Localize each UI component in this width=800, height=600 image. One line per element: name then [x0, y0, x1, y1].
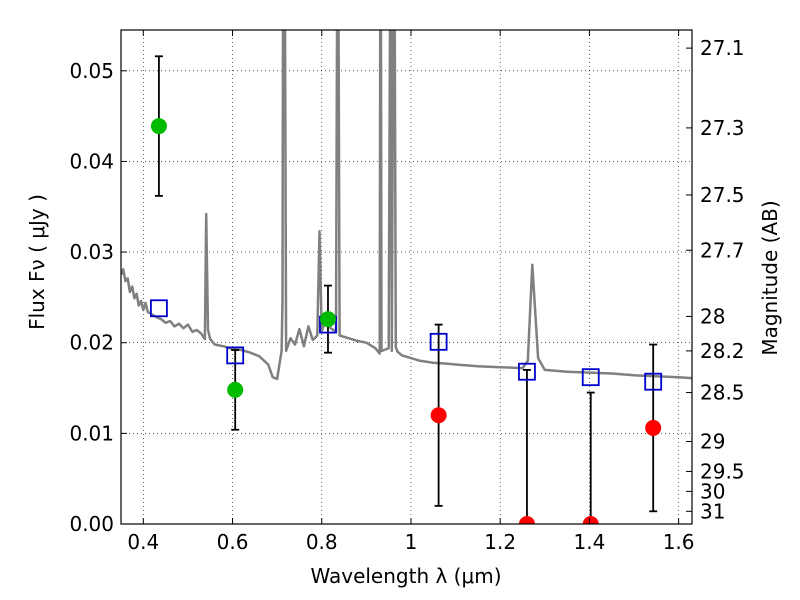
observed-detection-point [227, 381, 244, 398]
y-tick-label: 0.00 [69, 512, 114, 536]
model-photometry-point [429, 332, 448, 351]
observed-limit-point [518, 516, 535, 524]
plot-area [121, 30, 692, 524]
x-tick-label: 0.8 [306, 530, 338, 554]
observed-limit-point [645, 419, 662, 436]
right-tick-label: 27.5 [700, 183, 745, 207]
right-tick-label: 28.5 [700, 381, 745, 405]
axis-ticks: 0.4 0.6 0.8 1 1.2 1.4 1.6 0.00 0.01 0.02 0.03 0.04 0… [69, 30, 745, 554]
right-tick-label: 28 [700, 304, 725, 328]
y-tick-label: 0.04 [69, 149, 114, 173]
y-tick-label: 0.05 [69, 59, 114, 83]
model-photometry-point [518, 362, 536, 381]
right-tick-label: 29.5 [700, 459, 745, 483]
x-tick-label: 0.4 [127, 530, 159, 554]
observed-detection-point [150, 118, 167, 135]
y-tick-label: 0.02 [69, 331, 114, 355]
right-tick-label: 27.3 [700, 116, 745, 140]
right-tick-label: 30 [700, 479, 725, 503]
right-tick-label: 28.2 [700, 339, 745, 363]
right-tick-label: 31 [700, 499, 725, 523]
y-tick-label: 0.01 [69, 421, 114, 445]
model-photometry-point [150, 299, 168, 318]
plot-frame [120, 29, 693, 525]
x-tick-label: 1.2 [484, 530, 516, 554]
observed-limit-point [582, 516, 599, 524]
x-tick-label: 1 [405, 530, 418, 554]
right-tick-label: 27.7 [700, 238, 745, 262]
x-tick-label: 0.6 [217, 530, 249, 554]
observed-detection-point [319, 311, 336, 328]
right-axis-title: Magnitude (AB) [758, 200, 782, 355]
observed-limit-point [430, 407, 447, 424]
model-photometry-point [644, 372, 663, 391]
x-tick-label: 1.6 [663, 530, 695, 554]
y-tick-label: 0.03 [69, 240, 114, 264]
model-photometry-point [581, 368, 600, 387]
model-photometry-point [226, 346, 245, 365]
x-tick-label: 1.4 [573, 530, 605, 554]
right-tick-label: 29 [700, 430, 725, 454]
right-tick-label: 27.1 [700, 36, 745, 60]
model-spectrum-line [121, 30, 692, 381]
y-axis-title: Flux Fν ( μJy ) [25, 194, 49, 330]
x-axis-title: Wavelength λ (μm) [310, 564, 501, 588]
